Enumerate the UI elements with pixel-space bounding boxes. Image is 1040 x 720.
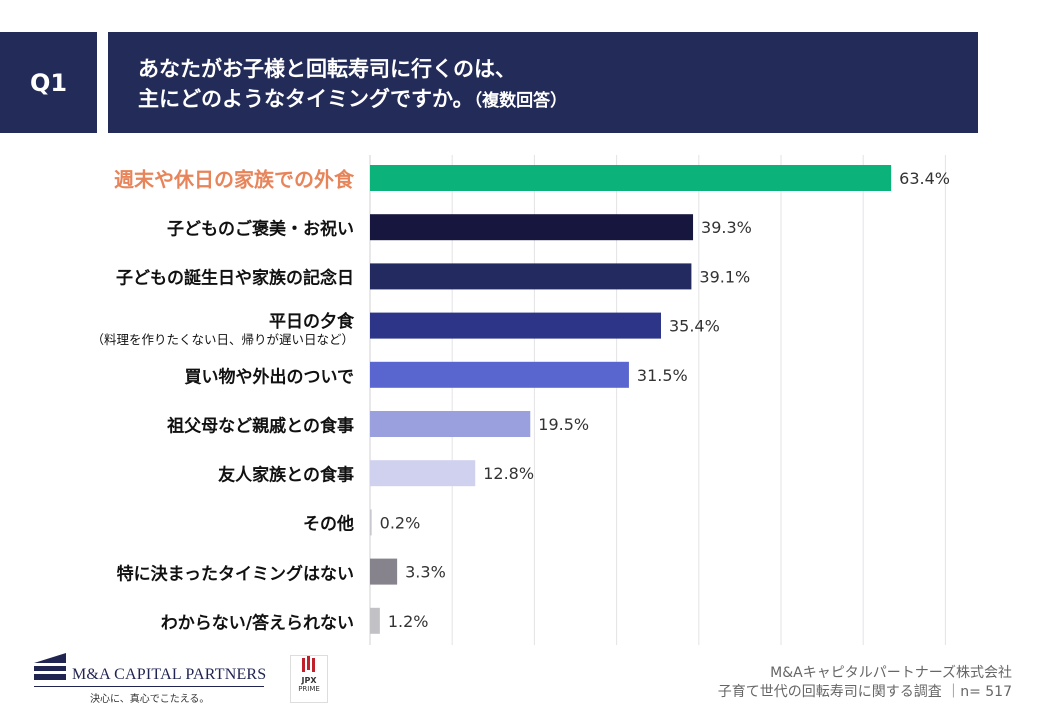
bar	[370, 165, 892, 191]
value-label: 39.1%	[699, 267, 750, 286]
bar	[370, 312, 661, 339]
question-number-box: Q1	[0, 32, 97, 133]
value-label: 12.8%	[483, 464, 534, 483]
bar	[370, 411, 531, 437]
category-label: 買い物や外出のついで	[185, 362, 355, 387]
credit: M&Aキャピタルパートナーズ株式会社 子育て世代の回転寿司に関する調査 ｜n= …	[718, 664, 1012, 702]
mac-logo-text: M&A CAPITAL PARTNERS	[72, 666, 267, 683]
value-label: 19.5%	[538, 415, 589, 434]
value-label: 0.2%	[380, 513, 421, 532]
company-name: M&Aキャピタルパートナーズ株式会社	[770, 665, 1012, 681]
bar	[370, 509, 372, 536]
jpx-text: JPX	[301, 676, 317, 685]
value-label: 63.4%	[899, 169, 950, 188]
category-label: 子どものご褒美・お祝い	[167, 215, 354, 240]
question-title-note: （複数回答）	[473, 91, 568, 111]
category-label: わからない/答えられない	[161, 608, 354, 633]
value-label: 39.3%	[701, 218, 752, 237]
value-label: 31.5%	[637, 366, 688, 385]
jpx-mark-icon	[302, 656, 315, 672]
category-text: 週末や休日の家族での外食	[114, 167, 354, 192]
bar	[370, 558, 398, 585]
category-label: 特に決まったタイミングはない	[117, 559, 354, 584]
category-label: 子どもの誕生日や家族の記念日	[116, 264, 354, 289]
category-text: その他	[303, 514, 354, 535]
category-text: 子どもの誕生日や家族の記念日	[116, 268, 354, 289]
value-label: 35.4%	[669, 317, 720, 336]
mac-slogan: 決心に、真心でこたえる。	[90, 694, 210, 705]
category-text: 買い物や外出のついで	[184, 367, 355, 388]
question-title-line1: あなたがお子様と回転寿司に行くのは、	[138, 57, 516, 81]
value-label: 1.2%	[388, 612, 429, 631]
category-label: 友人家族との食事	[218, 461, 354, 486]
category-text: 祖父母など親戚との食事	[167, 416, 354, 437]
question-title-line2: 主にどのようなタイミングですか。	[138, 87, 474, 111]
category-note: （料理を作りたくない日、帰りが遅い日など）	[91, 331, 354, 347]
bar	[370, 263, 692, 290]
survey-info: 子育て世代の回転寿司に関する調査 ｜n= 517	[717, 684, 1012, 700]
category-text: 平日の夕食	[269, 311, 354, 332]
category-text: わからない/答えられない	[160, 613, 354, 634]
bar	[370, 607, 380, 634]
question-number: Q1	[29, 68, 68, 97]
mac-logo-icon	[34, 653, 66, 680]
category-label: 週末や休日の家族での外食	[114, 164, 354, 193]
category-label: 平日の夕食 （料理を作りたくない日、帰りが遅い日など）	[91, 307, 354, 347]
question-title-box: あなたがお子様と回転寿司に行くのは、 主にどのようなタイミングですか。（複数回答…	[108, 32, 978, 133]
bar	[370, 361, 629, 388]
category-label: 祖父母など親戚との食事	[167, 412, 354, 437]
category-text: 特に決まったタイミングはない	[116, 564, 354, 585]
jpx-prime-logo: JPX PRIME	[290, 655, 328, 703]
bar	[370, 460, 476, 487]
bar	[370, 214, 694, 241]
jpx-sub: PRIME	[298, 685, 320, 693]
category-text: 子どものご褒美・お祝い	[167, 219, 354, 240]
category-text: 友人家族との食事	[218, 465, 354, 486]
value-label: 3.3%	[405, 563, 446, 582]
logo-divider	[34, 686, 264, 687]
category-label: その他	[303, 510, 354, 535]
